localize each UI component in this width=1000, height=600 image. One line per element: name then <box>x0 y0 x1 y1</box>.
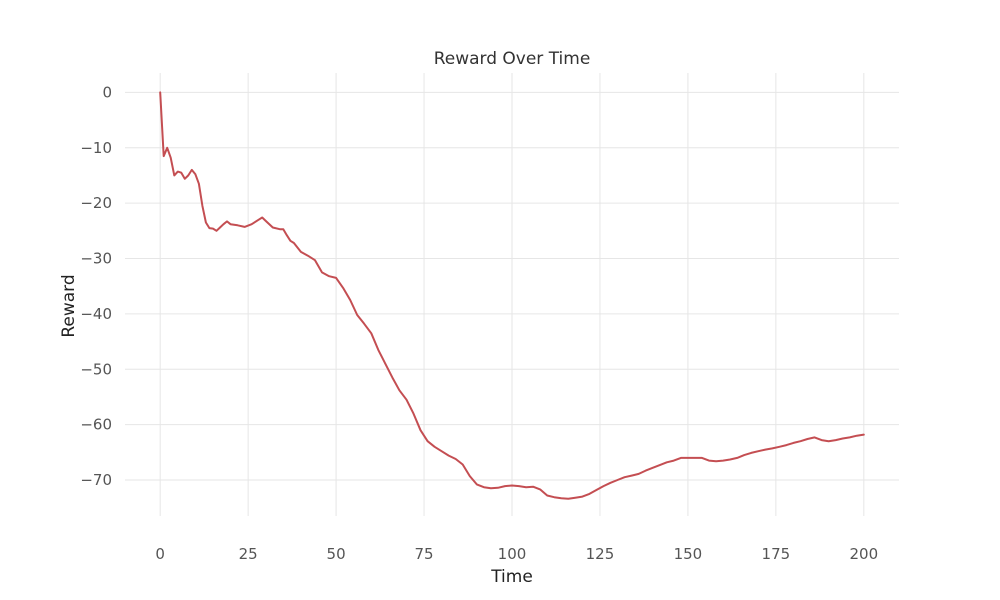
x-tick-label: 150 <box>674 545 703 563</box>
x-tick-label: 200 <box>849 545 878 563</box>
y-tick-label: −50 <box>80 360 112 378</box>
grid <box>125 73 899 516</box>
x-tick-label: 100 <box>498 545 527 563</box>
x-tick-label: 125 <box>586 545 615 563</box>
y-tick-label: −10 <box>80 139 112 157</box>
x-tick-label: 25 <box>239 545 258 563</box>
y-axis-title: Reward <box>59 274 79 337</box>
y-tick-label: −40 <box>80 305 112 323</box>
y-tick-label: −70 <box>80 471 112 489</box>
x-tick-label: 50 <box>327 545 346 563</box>
chart-title: Reward Over Time <box>434 49 591 69</box>
y-tick-label: 0 <box>102 83 112 101</box>
series-layer <box>159 91 865 500</box>
tick-labels: 0 25 50 75 100 125 150 175 200 0 −10 −20 −30 −40 −50 −6… <box>80 83 878 563</box>
x-tick-label: 0 <box>155 545 165 563</box>
y-tick-label: −20 <box>80 194 112 212</box>
reward-series-line <box>159 91 865 500</box>
y-tick-label: −30 <box>80 250 112 268</box>
y-tick-label: −60 <box>80 416 112 434</box>
x-tick-label: 175 <box>762 545 791 563</box>
x-axis-title: Time <box>490 567 533 587</box>
x-tick-label: 75 <box>414 545 433 563</box>
